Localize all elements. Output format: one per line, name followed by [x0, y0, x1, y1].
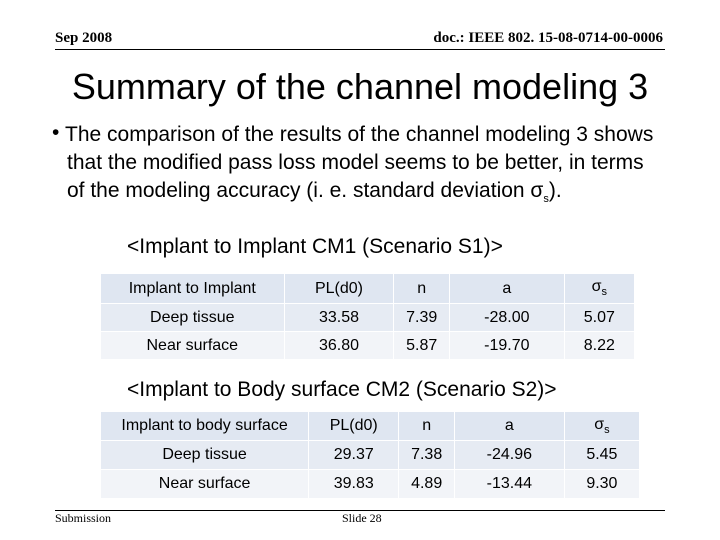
header-cell: PL(d0)	[308, 411, 400, 441]
header-row: Implant to body surface PL(d0) n a σs	[99, 411, 641, 441]
table-cell: 5.07	[563, 303, 636, 332]
table-cell: 9.30	[563, 469, 641, 499]
table-cell: Deep tissue	[100, 303, 285, 332]
bullet-dot: •	[52, 121, 60, 144]
table-cell: 7.38	[398, 440, 455, 470]
header-sub: s	[604, 424, 610, 437]
header-doc: doc.: IEEE 802. 15-08-0714-00-0006	[433, 30, 663, 46]
header-cell: σs	[563, 273, 636, 304]
header-cell: Implant to Implant	[100, 273, 285, 304]
bullet-text: The comparison of the results of the cha…	[65, 121, 657, 213]
table-cell: -19.70	[448, 331, 565, 360]
table-cell: 5.45	[563, 440, 641, 470]
header-rule	[55, 49, 665, 50]
table1: Implant to Implant PL(d0) n a σs Deep tissue 3…	[100, 273, 636, 360]
table-row: Near surface 36.80 5.87 -19.70 8.22	[100, 331, 636, 360]
header-text: σ	[591, 278, 602, 296]
table-row: Near surface 39.83 4.89 -13.44 9.30	[99, 469, 641, 499]
table-cell: -24.96	[453, 440, 565, 470]
table-cell: Deep tissue	[99, 440, 310, 470]
header-text: n	[422, 417, 432, 434]
table-cell: Near surface	[100, 331, 285, 360]
header-text: Implant to Implant	[128, 279, 256, 297]
table2-caption: <Implant to Body surface CM2 (Scenario S…	[127, 378, 557, 401]
table-cell: 5.87	[393, 331, 450, 360]
slide-title: Summary of the channel modeling 3	[71, 66, 649, 107]
header-text: Implant to body surface	[121, 417, 288, 434]
bullet-tail: ).	[548, 179, 562, 202]
header-text: a	[504, 417, 514, 434]
table-cell: -13.44	[453, 469, 565, 499]
header-text: PL(d0)	[314, 279, 363, 297]
footer-rule	[55, 510, 665, 511]
header-text: σ	[594, 415, 605, 433]
header-cell: PL(d0)	[283, 273, 395, 304]
table-cell: Near surface	[99, 469, 310, 499]
table2: Implant to body surface PL(d0) n a σs Deep ti…	[99, 411, 641, 499]
header-cell: a	[453, 411, 565, 441]
header-cell: n	[393, 273, 450, 304]
header-cell: n	[398, 411, 455, 441]
table-cell: 7.39	[393, 303, 450, 332]
table-row: Deep tissue 29.37 7.38 -24.96 5.45	[99, 440, 641, 470]
footer-left: Submission	[55, 511, 112, 525]
header-text: PL(d0)	[329, 417, 378, 434]
header-cell: a	[448, 273, 565, 304]
table-cell: 36.80	[283, 331, 395, 360]
header-date: Sep 2008	[55, 30, 113, 46]
header-text: a	[502, 279, 512, 297]
table-cell: -28.00	[448, 303, 565, 332]
bullet-body: The comparison of the results of the cha…	[65, 123, 654, 202]
table-cell: 39.83	[308, 469, 400, 499]
table-cell: 4.89	[398, 469, 455, 499]
table-cell: 8.22	[563, 331, 636, 360]
bullet-sub: s	[543, 193, 549, 206]
table-cell: 33.58	[283, 303, 395, 332]
header-cell: σs	[563, 411, 641, 441]
header-text: n	[417, 279, 427, 297]
footer-slide: Slide 28	[342, 511, 382, 525]
table-row: Deep tissue 33.58 7.39 -28.00 5.07	[100, 303, 636, 332]
header-sub: s	[601, 286, 608, 299]
table1-caption: <Implant to Implant CM1 (Scenario S1)>	[127, 235, 503, 258]
header-cell: Implant to body surface	[99, 411, 310, 441]
table-cell: 29.37	[308, 440, 400, 470]
header-row: Implant to Implant PL(d0) n a σs	[100, 273, 636, 304]
